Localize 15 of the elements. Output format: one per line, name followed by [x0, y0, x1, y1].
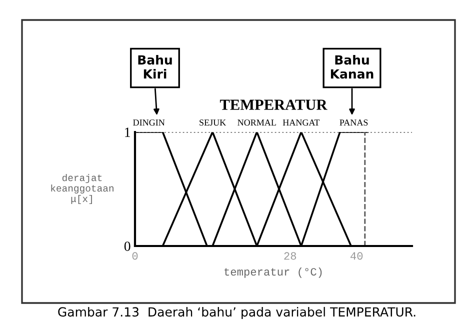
x-tick-label: 0 — [132, 252, 138, 260]
chart-title: TEMPERATUR — [220, 100, 328, 110]
legend-label: PANAS — [340, 120, 368, 126]
x-axis-title: temperatur (°C) — [224, 267, 322, 278]
x-tick-label: 40 — [350, 252, 363, 260]
y-axis-title: derajat keanggotaan μ[x] — [51, 174, 114, 204]
text: Bahu Kanan — [330, 54, 374, 79]
y-tick-label: 1 — [125, 128, 130, 137]
text: Gambar 7.13 Daerah ‘bahu’ pada variabel TEMPERATUR. — [58, 306, 416, 320]
legend-label: DINGIN — [133, 120, 165, 126]
x-tick-label: 28 — [284, 252, 296, 260]
series-label: SEJUK — [200, 120, 226, 126]
series-label: NORMAL — [238, 120, 276, 126]
text: Bahu Kiri — [138, 54, 172, 78]
series-label: HANGAT — [282, 120, 320, 126]
